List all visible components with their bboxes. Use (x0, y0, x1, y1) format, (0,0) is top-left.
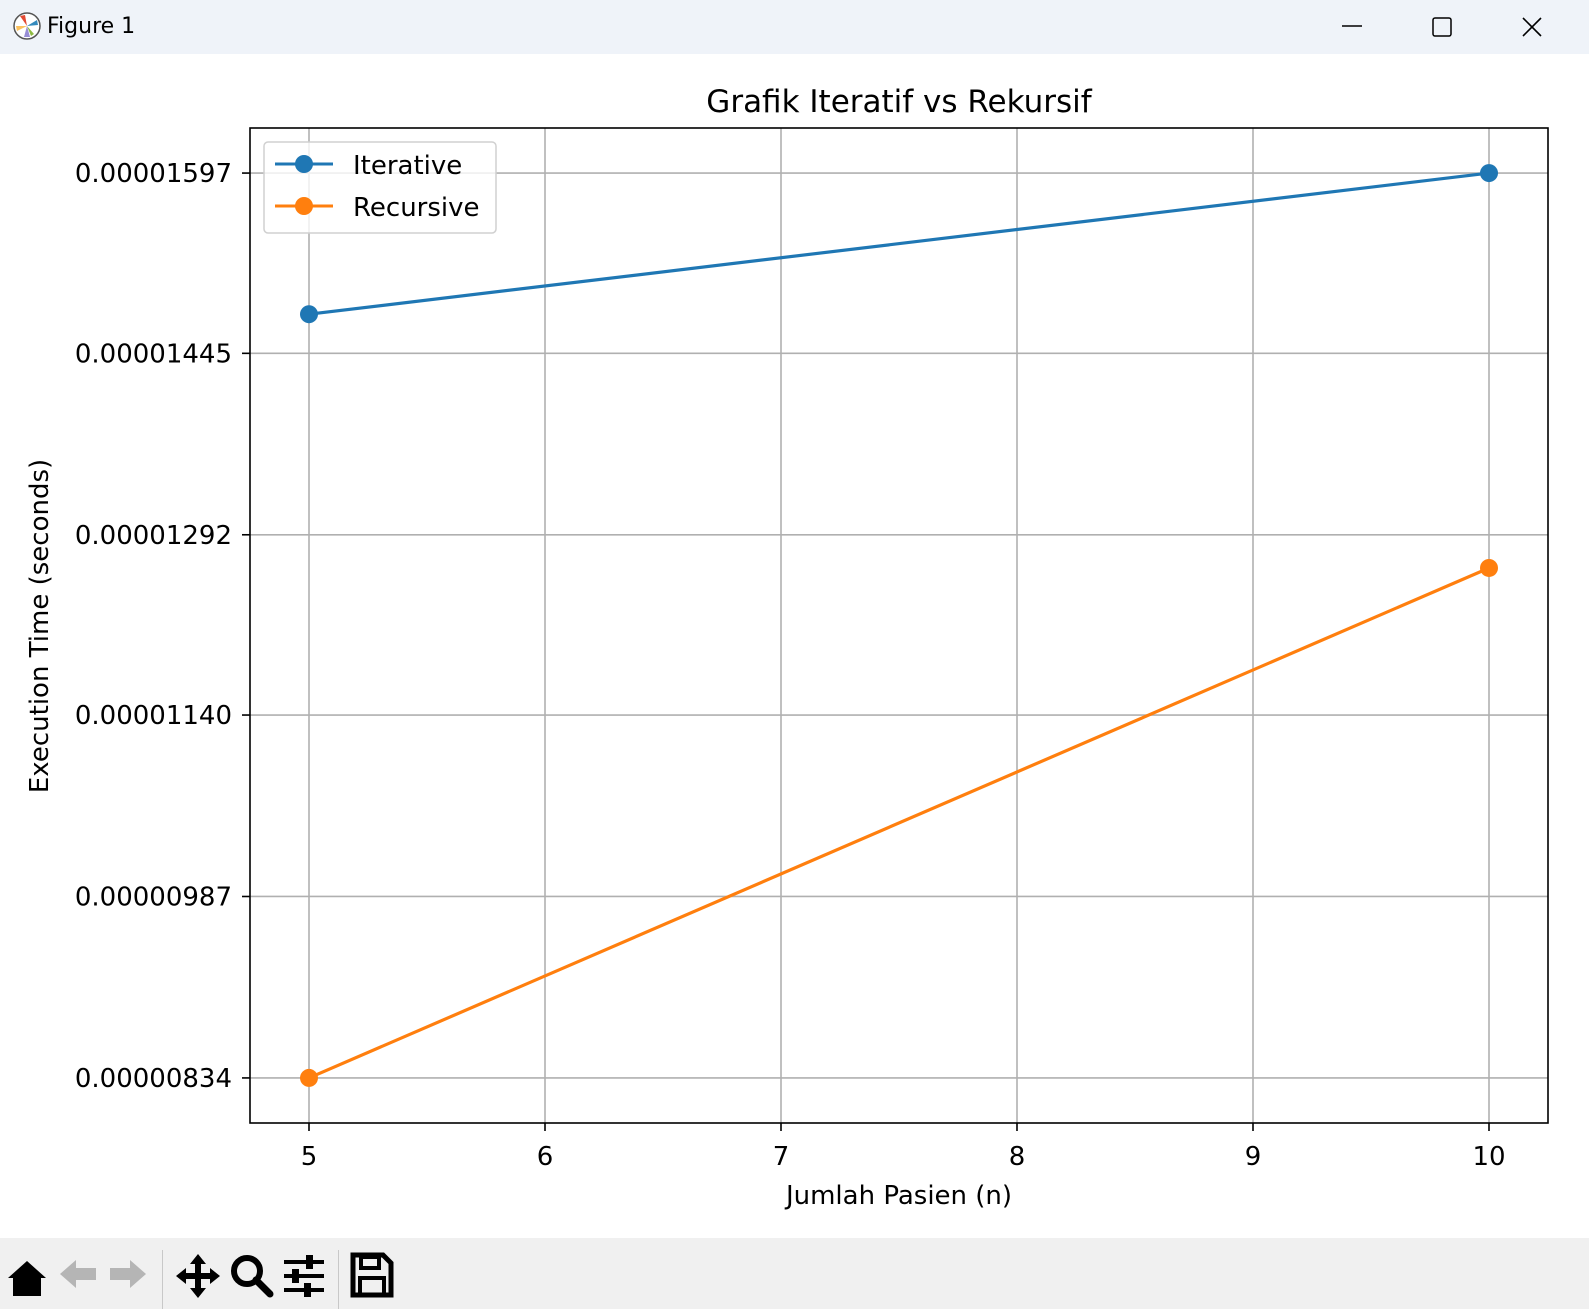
toolbar-separator (162, 1250, 163, 1309)
save-button[interactable] (350, 1252, 394, 1309)
x-tick-label: 10 (1472, 1142, 1505, 1172)
legend-marker-recursive (295, 197, 313, 215)
minimize-button[interactable] (1307, 0, 1397, 54)
title-bar: Figure 1 (0, 0, 1589, 54)
zoom-button[interactable] (228, 1252, 274, 1309)
forward-button[interactable] (106, 1252, 150, 1309)
tick-layer: 5 6 7 8 9 10 0.00000834 0.00000987 0.00001140 0.0… (75, 159, 1506, 1172)
pan-button[interactable] (174, 1252, 222, 1309)
series-line-recursive (308, 566, 1490, 1080)
axes-frame (249, 127, 1549, 1124)
data-point-iterative (1480, 164, 1498, 183)
data-point-iterative (300, 305, 318, 324)
maximize-button[interactable] (1397, 0, 1487, 54)
x-tick-label: 7 (773, 1142, 790, 1172)
y-tick-label: 0.00001597 (75, 159, 232, 189)
y-tick-label: 0.00000987 (75, 882, 232, 912)
x-tick-label: 9 (1245, 1142, 1262, 1172)
home-icon (8, 1261, 46, 1296)
y-tick-label: 0.00001445 (75, 339, 232, 369)
home-button[interactable] (4, 1252, 50, 1309)
chart-title: Grafik Iteratif vs Rekursif (706, 84, 1092, 120)
line-chart: Grafik Iteratif vs Rekursif 5 6 7 8 9 10 0.000… (25, 84, 1549, 1211)
save-floppy-icon (350, 1252, 394, 1298)
window-title: Figure 1 (47, 14, 136, 39)
maximize-icon (1432, 17, 1452, 37)
x-tick-label: 5 (301, 1142, 318, 1172)
x-tick-label: 8 (1009, 1142, 1026, 1172)
pan-move-icon (176, 1254, 220, 1298)
legend-label-recursive: Recursive (353, 193, 480, 223)
x-axis-label: Jumlah Pasien (n) (784, 1181, 1012, 1211)
grid-lines (250, 128, 1548, 1123)
y-tick-label: 0.00001140 (75, 701, 232, 731)
data-point-recursive (300, 1068, 318, 1087)
series-layer (300, 164, 1498, 1087)
y-tick-label: 0.00000834 (75, 1064, 232, 1094)
toolbar-separator (338, 1250, 339, 1309)
close-button[interactable] (1487, 0, 1577, 54)
data-point-recursive (1480, 558, 1498, 577)
legend-marker-iterative (295, 155, 313, 173)
zoom-magnifier-icon (231, 1255, 274, 1298)
y-tick-label: 0.00001292 (75, 521, 232, 551)
configure-subplots-icon (284, 1255, 324, 1297)
legend: Iterative Recursive (263, 141, 497, 234)
close-icon (1522, 17, 1542, 37)
x-tick-label: 6 (537, 1142, 554, 1172)
figure-canvas[interactable]: Grafik Iteratif vs Rekursif 5 6 7 8 9 10 0.000… (0, 54, 1589, 1238)
back-arrow-icon (60, 1260, 96, 1288)
legend-label-iterative: Iterative (353, 151, 462, 181)
y-axis-label: Execution Time (seconds) (25, 459, 55, 793)
navigation-toolbar (0, 1238, 1589, 1309)
series-line-iterative (308, 171, 1490, 316)
back-button[interactable] (56, 1252, 100, 1309)
minimize-icon (1342, 25, 1362, 27)
forward-arrow-icon (110, 1260, 146, 1288)
matplotlib-app-icon (13, 12, 41, 40)
configure-subplots-button[interactable] (282, 1252, 326, 1309)
